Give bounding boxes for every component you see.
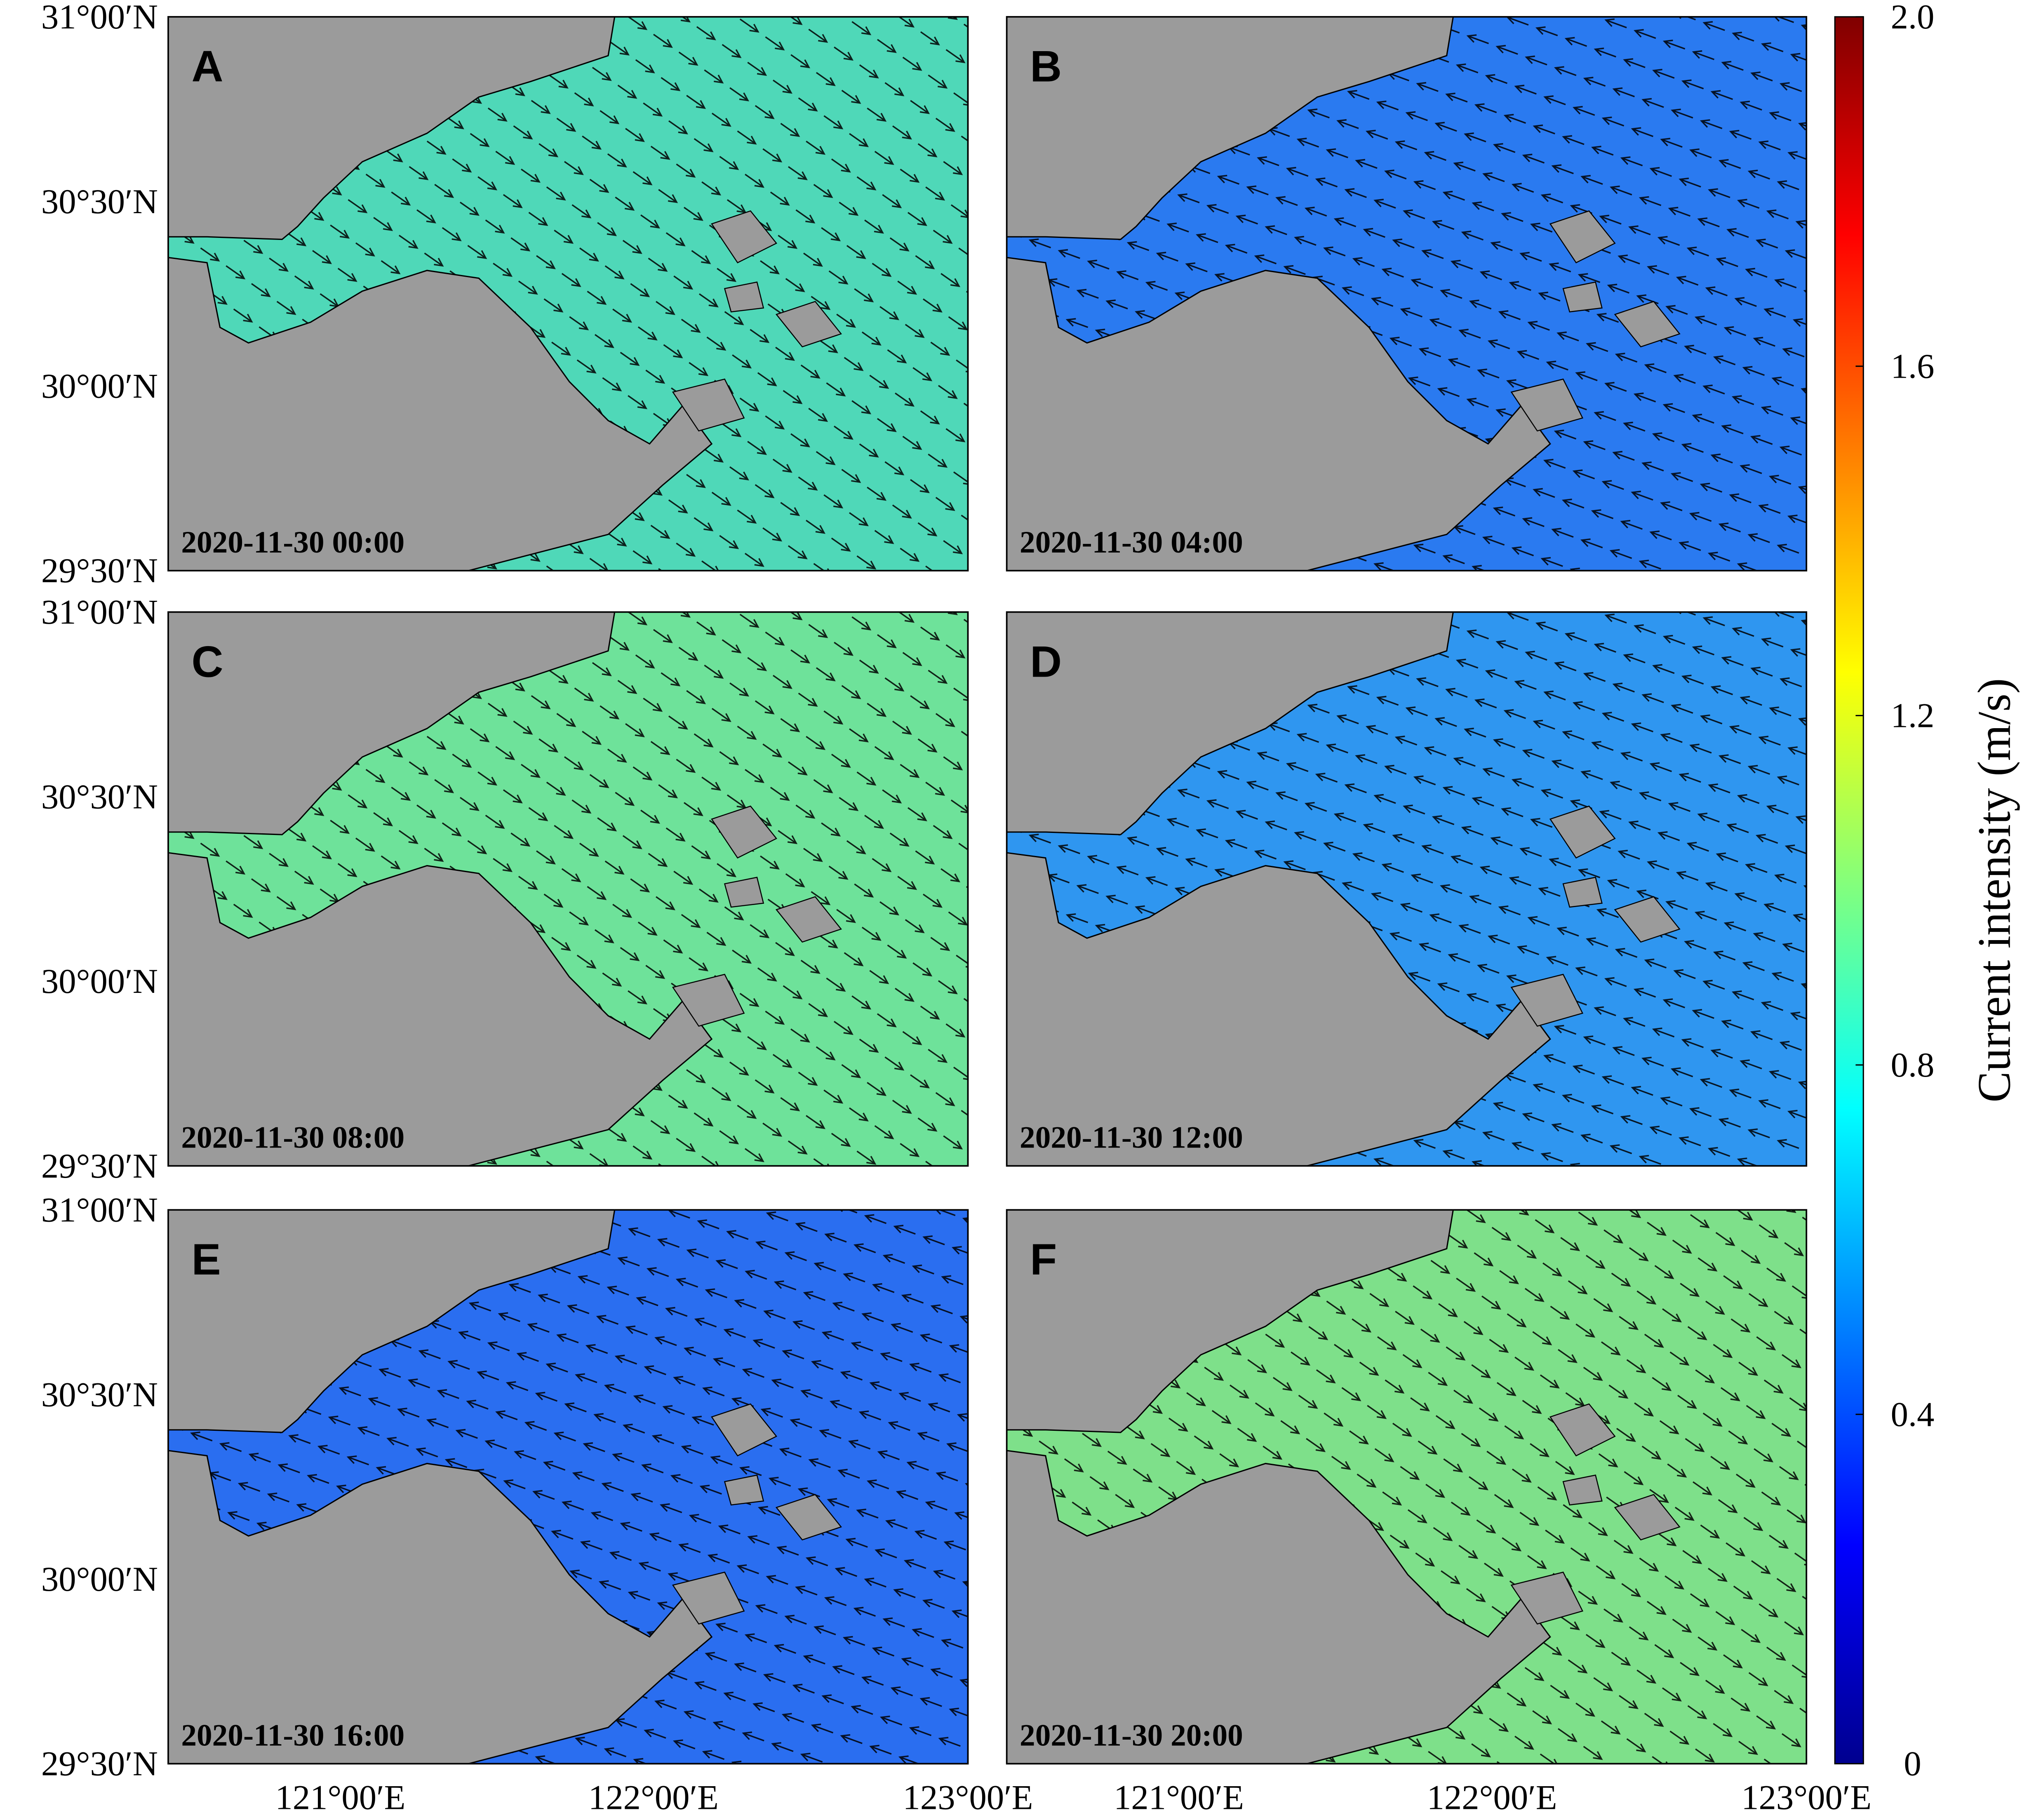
colorbar-tick-label: 0 — [1904, 1745, 1921, 1783]
map-panel: C 2020-11-30 08:00 — [167, 611, 969, 1167]
island — [711, 805, 777, 859]
panel-frame — [1006, 1209, 1808, 1765]
island — [1614, 1494, 1681, 1541]
island — [1510, 1571, 1584, 1625]
y-tick-label: 30°00′N — [41, 367, 158, 406]
y-tick-label: 30°00′N — [41, 1560, 158, 1599]
y-tick-label: 30°00′N — [41, 962, 158, 1001]
y-tick-label: 29°30′N — [41, 1745, 158, 1783]
island — [711, 1403, 777, 1457]
island — [1562, 281, 1603, 313]
y-tick-label: 31°00′N — [41, 593, 158, 632]
y-tick-label: 30°30′N — [41, 777, 158, 816]
island — [1549, 210, 1616, 263]
island — [1562, 1474, 1603, 1506]
island — [1614, 896, 1681, 943]
y-tick-label: 30°30′N — [41, 1375, 158, 1414]
island — [1549, 805, 1616, 859]
panel-label: D — [1030, 637, 1062, 686]
colorbar-tick-label: 0.4 — [1891, 1395, 1935, 1434]
timestamp: 2020-11-30 16:00 — [181, 1719, 404, 1753]
panel-label: E — [191, 1234, 221, 1284]
map-panel: E 2020-11-30 16:00 — [167, 1209, 969, 1765]
island — [775, 1494, 842, 1541]
panel-frame — [167, 1209, 969, 1765]
panel-label: F — [1030, 1234, 1057, 1284]
island — [1614, 301, 1681, 348]
panel-frame — [1006, 611, 1808, 1167]
island — [1549, 1403, 1616, 1457]
colorbar-tick-label: 2.0 — [1891, 0, 1935, 36]
timestamp: 2020-11-30 08:00 — [181, 1121, 404, 1155]
colorbar — [1834, 16, 1864, 1765]
colorbar-tick-label: 1.2 — [1891, 696, 1935, 735]
panel-frame — [167, 611, 969, 1167]
island — [1510, 973, 1584, 1027]
panel-frame — [1006, 16, 1808, 571]
island — [775, 896, 842, 943]
current-vectors — [168, 612, 968, 1166]
x-tick-label: 122°00′E — [1427, 1778, 1557, 1817]
y-tick-label: 31°00′N — [41, 1191, 158, 1230]
island — [724, 1474, 764, 1506]
y-tick-label: 29°30′N — [41, 1147, 158, 1185]
timestamp: 2020-11-30 00:00 — [181, 525, 404, 560]
island — [1562, 877, 1603, 908]
x-tick-label: 121°00′E — [1114, 1778, 1244, 1817]
timestamp: 2020-11-30 04:00 — [1020, 525, 1243, 560]
current-vectors — [1006, 1210, 1807, 1764]
island — [724, 877, 764, 908]
island — [1510, 379, 1584, 432]
current-vectors — [168, 16, 968, 571]
map-panel: B 2020-11-30 04:00 — [1006, 16, 1808, 571]
colorbar-tick-label: 1.6 — [1891, 347, 1935, 386]
x-tick-label: 122°00′E — [588, 1778, 719, 1817]
map-panel: F 2020-11-30 20:00 — [1006, 1209, 1808, 1765]
timestamp: 2020-11-30 20:00 — [1020, 1719, 1243, 1753]
colorbar-tick-label: 0.8 — [1891, 1046, 1935, 1084]
panel-label: C — [191, 637, 223, 686]
island — [775, 301, 842, 348]
panel-frame — [167, 16, 969, 571]
map-panel: D 2020-11-30 12:00 — [1006, 611, 1808, 1167]
current-vectors — [1006, 16, 1807, 571]
panel-label: B — [1030, 42, 1062, 91]
current-vectors — [168, 1210, 968, 1764]
current-vectors — [1006, 612, 1807, 1166]
island — [672, 379, 745, 432]
x-tick-label: 123°00′E — [903, 1778, 1033, 1817]
panel-label: A — [191, 42, 223, 91]
map-panel: A 2020-11-30 00:00 — [167, 16, 969, 571]
island — [672, 1571, 745, 1625]
island — [711, 210, 777, 263]
colorbar-label: Current intensity (m/s) — [1969, 678, 2020, 1103]
x-tick-label: 123°00′E — [1741, 1778, 1871, 1817]
y-tick-label: 29°30′N — [41, 551, 158, 590]
island — [672, 973, 745, 1027]
timestamp: 2020-11-30 12:00 — [1020, 1121, 1243, 1155]
y-tick-label: 31°00′N — [41, 0, 158, 36]
x-tick-label: 121°00′E — [275, 1778, 405, 1817]
y-tick-label: 30°30′N — [41, 182, 158, 221]
island — [724, 281, 764, 313]
